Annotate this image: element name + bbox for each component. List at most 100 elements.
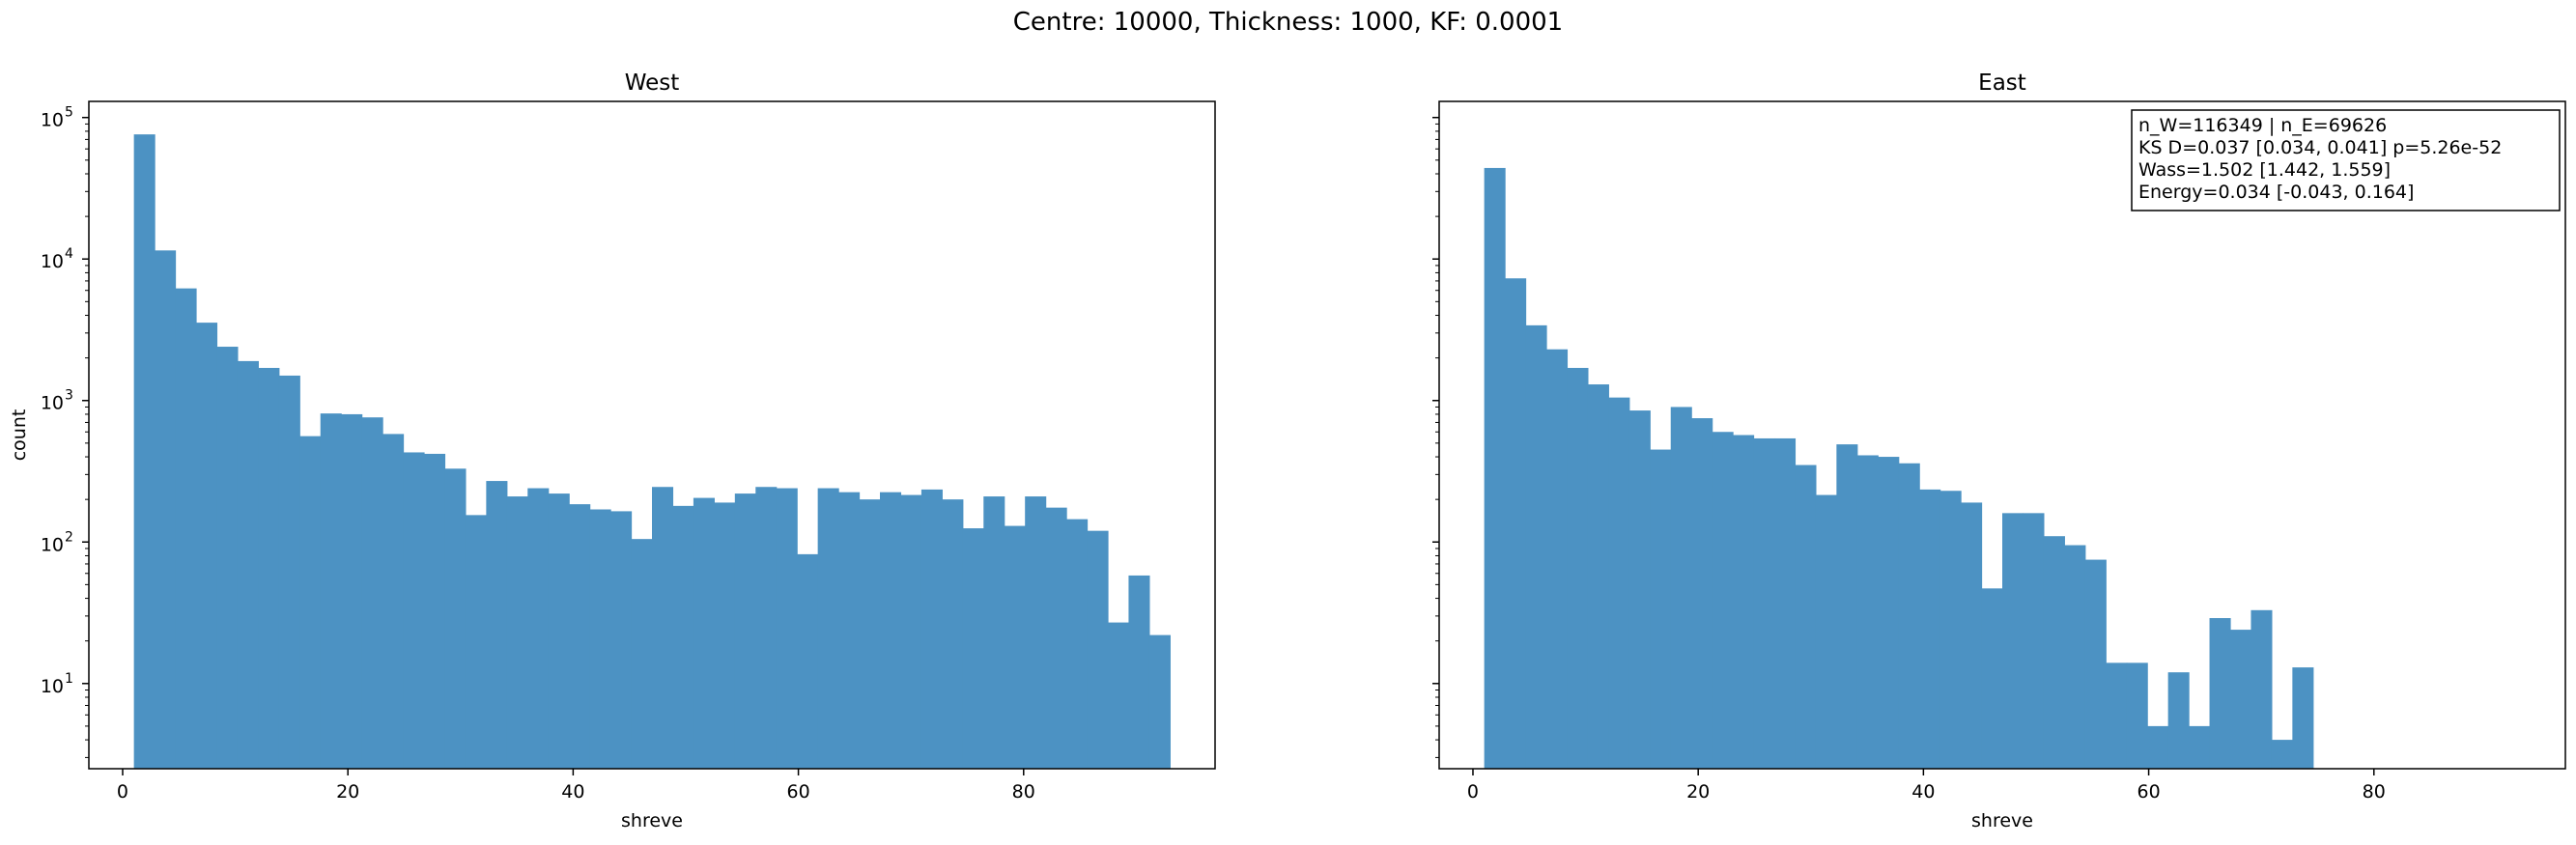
east-axes: 0 20 40 60 80 East shreve n_W=116349 | n_E=6… bbox=[1432, 70, 2566, 831]
x-tick-label: 40 bbox=[1911, 781, 1935, 803]
histogram-bar bbox=[278, 375, 300, 769]
histogram-bar bbox=[1148, 634, 1171, 769]
histogram-bar bbox=[299, 436, 322, 769]
histogram-bar bbox=[797, 553, 819, 769]
histogram-bar bbox=[652, 487, 674, 769]
histogram-bar bbox=[962, 528, 984, 769]
histogram-bar bbox=[320, 413, 342, 769]
histogram-bar bbox=[838, 492, 861, 769]
east-axes-frame bbox=[1438, 100, 2566, 770]
west-axes-frame bbox=[88, 100, 1216, 770]
y-tick-exponent: 3 bbox=[65, 388, 73, 404]
histogram-bar bbox=[610, 511, 633, 769]
y-tick-base: 10 bbox=[41, 251, 64, 272]
histogram-bar bbox=[1628, 410, 1651, 769]
y-tick-base: 10 bbox=[41, 534, 64, 555]
histogram-bar bbox=[2043, 536, 2065, 769]
x-tick-label: 60 bbox=[2137, 781, 2160, 803]
histogram-bar bbox=[1505, 278, 1527, 769]
x-tick-label: 80 bbox=[2363, 781, 2386, 803]
stats-line-energy: Energy=0.034 [-0.043, 0.164] bbox=[2138, 182, 2414, 203]
histogram-bar bbox=[2064, 545, 2086, 769]
y-tick-label: 10 2 bbox=[41, 529, 73, 555]
histogram-bar bbox=[672, 505, 694, 769]
y-tick-base: 10 bbox=[41, 393, 64, 414]
y-tick-label: 10 4 bbox=[41, 246, 73, 272]
histogram-bar bbox=[569, 504, 591, 769]
y-tick-label: 10 1 bbox=[41, 671, 73, 697]
histogram-bar bbox=[1691, 418, 1713, 769]
histogram-bar bbox=[424, 453, 446, 769]
histogram-bar bbox=[1939, 491, 1962, 769]
histogram-bar bbox=[527, 488, 550, 769]
histogram-bar bbox=[776, 488, 798, 769]
histogram-bar bbox=[361, 417, 383, 769]
stats-line-ks: KS D=0.037 [0.034, 0.041] p=5.26e-52 bbox=[2138, 137, 2502, 158]
x-tick-label: 60 bbox=[786, 781, 809, 803]
histogram-bar bbox=[859, 499, 881, 769]
histogram-bar bbox=[341, 413, 363, 769]
histogram-bar bbox=[175, 288, 197, 769]
west-x-ticks: 0 20 40 60 80 bbox=[117, 769, 1035, 803]
east-y-ticks bbox=[1432, 116, 1439, 758]
y-tick-base: 10 bbox=[41, 110, 64, 131]
histogram-bar bbox=[1961, 502, 1983, 769]
histogram-bar bbox=[486, 481, 508, 769]
y-tick-label: 10 3 bbox=[41, 388, 73, 414]
histogram-bar bbox=[755, 487, 778, 769]
histogram-bar bbox=[1733, 435, 1755, 769]
y-tick-exponent: 1 bbox=[65, 671, 73, 687]
histogram-bar bbox=[2209, 618, 2231, 769]
histogram-bar bbox=[2002, 513, 2024, 769]
stats-line-wass: Wass=1.502 [1.442, 1.559] bbox=[2138, 159, 2391, 181]
histogram-bar bbox=[2147, 725, 2169, 769]
histogram-bar bbox=[444, 468, 467, 769]
y-tick-label: 10 5 bbox=[41, 105, 73, 131]
stats-line-counts: n_W=116349 | n_E=69626 bbox=[2138, 115, 2387, 136]
east-x-ticks: 0 20 40 60 80 bbox=[1467, 769, 2386, 803]
x-tick-label: 20 bbox=[1686, 781, 1710, 803]
histogram-bar bbox=[1836, 444, 1858, 769]
histogram-bar bbox=[2126, 662, 2148, 769]
histogram-bar bbox=[1712, 432, 1734, 769]
histogram-bar bbox=[983, 496, 1005, 769]
histogram-bar bbox=[900, 494, 922, 769]
histogram-bar bbox=[2271, 740, 2293, 769]
east-x-axis-label: shreve bbox=[1971, 810, 2033, 831]
y-tick-base: 10 bbox=[41, 676, 64, 697]
x-tick-label: 40 bbox=[561, 781, 584, 803]
east-axes-title: East bbox=[1978, 70, 2026, 96]
histogram-bar bbox=[920, 489, 943, 769]
histogram-bar bbox=[1795, 465, 1817, 769]
histogram-bar bbox=[2106, 662, 2128, 769]
histogram-bar bbox=[1525, 324, 1547, 769]
histogram-bar bbox=[1856, 455, 1879, 769]
y-tick-exponent: 2 bbox=[65, 529, 73, 545]
x-tick-label: 20 bbox=[336, 781, 359, 803]
histogram-bar bbox=[196, 323, 218, 769]
y-tick-exponent: 4 bbox=[65, 246, 73, 262]
histogram-bar bbox=[1608, 397, 1630, 769]
histogram-bar bbox=[403, 452, 425, 769]
histogram-bar bbox=[1087, 530, 1109, 769]
histogram-bar bbox=[1898, 463, 1920, 769]
histogram-bar bbox=[1587, 384, 1609, 769]
histogram-bar bbox=[1108, 622, 1130, 769]
histogram-bar bbox=[734, 493, 756, 769]
histogram-bar bbox=[1878, 457, 1900, 769]
histogram-bar bbox=[942, 499, 964, 769]
histogram-bar bbox=[817, 488, 839, 769]
east-bars bbox=[1484, 167, 2314, 769]
x-tick-label: 80 bbox=[1012, 781, 1035, 803]
histogram-bar bbox=[2084, 559, 2107, 769]
y-tick-exponent: 5 bbox=[65, 105, 73, 121]
histogram-bar bbox=[1919, 489, 1941, 769]
histogram-bar bbox=[1546, 349, 1569, 769]
histogram-bar bbox=[1567, 367, 1589, 769]
histogram-bar bbox=[1670, 407, 1692, 769]
histogram-bar bbox=[216, 347, 239, 769]
